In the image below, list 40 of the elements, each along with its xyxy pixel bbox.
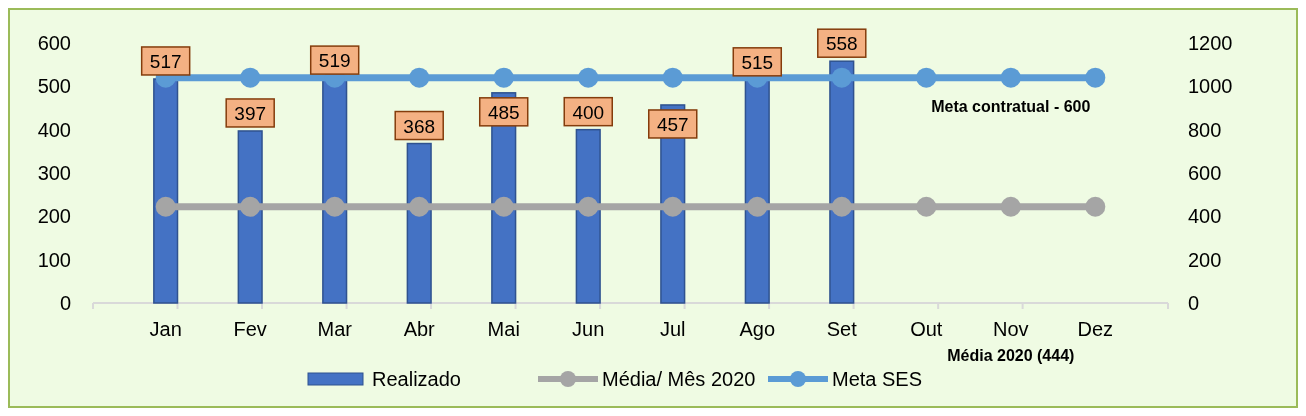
y2-tick-label: 1000: [1188, 75, 1233, 98]
legend-label: Realizado: [372, 368, 461, 390]
x-tick-label: Abr: [403, 318, 436, 340]
y-tick-label: 300: [37, 162, 71, 184]
y2-tick-label: 600: [1188, 162, 1222, 184]
y-tick-label: 400: [37, 118, 71, 141]
data-label: 397: [234, 102, 267, 124]
data-label: 519: [318, 50, 351, 72]
data-label: 517: [149, 50, 182, 72]
data-label: 457: [656, 113, 689, 135]
x-tick-label: Nov: [993, 318, 1029, 340]
data-label: 368: [403, 115, 436, 137]
y-tick-label: 100: [37, 248, 71, 271]
x-tick-label: Mai: [487, 318, 520, 340]
x-tick-label: Mar: [317, 318, 353, 340]
y2-tick-label: 800: [1188, 118, 1222, 141]
y2-tick-label: 1200: [1188, 32, 1233, 54]
x-tick-label: Set: [826, 318, 858, 340]
y2-tick-label: 0: [1188, 292, 1200, 314]
x-tick-label: Fev: [233, 318, 267, 340]
y-tick-label: 0: [59, 292, 71, 314]
data-label: 515: [741, 51, 774, 73]
data-label: 558: [825, 33, 858, 55]
y-tick-label: 600: [37, 32, 71, 54]
x-tick-label: Dez: [1077, 318, 1114, 340]
x-tick-label: Jul: [659, 318, 686, 340]
data-label: 485: [487, 101, 520, 123]
y2-tick-label: 200: [1188, 248, 1222, 271]
y-tick-label: 500: [37, 75, 71, 98]
y2-tick-label: 400: [1188, 205, 1222, 228]
y-tick-label: 200: [37, 205, 71, 228]
x-tick-label: Jun: [572, 318, 605, 340]
legend-label: Meta SES: [832, 368, 923, 390]
x-tick-label: Jan: [149, 318, 182, 340]
text: Média 2020 (444): [947, 347, 1075, 364]
x-tick-label: Out: [910, 318, 943, 340]
x-tick-label: Ago: [739, 318, 776, 340]
annotation: Meta contratual - 600: [931, 98, 1091, 116]
data-label: 400: [572, 101, 605, 123]
legend-label: Média/ Mês 2020: [602, 368, 756, 390]
